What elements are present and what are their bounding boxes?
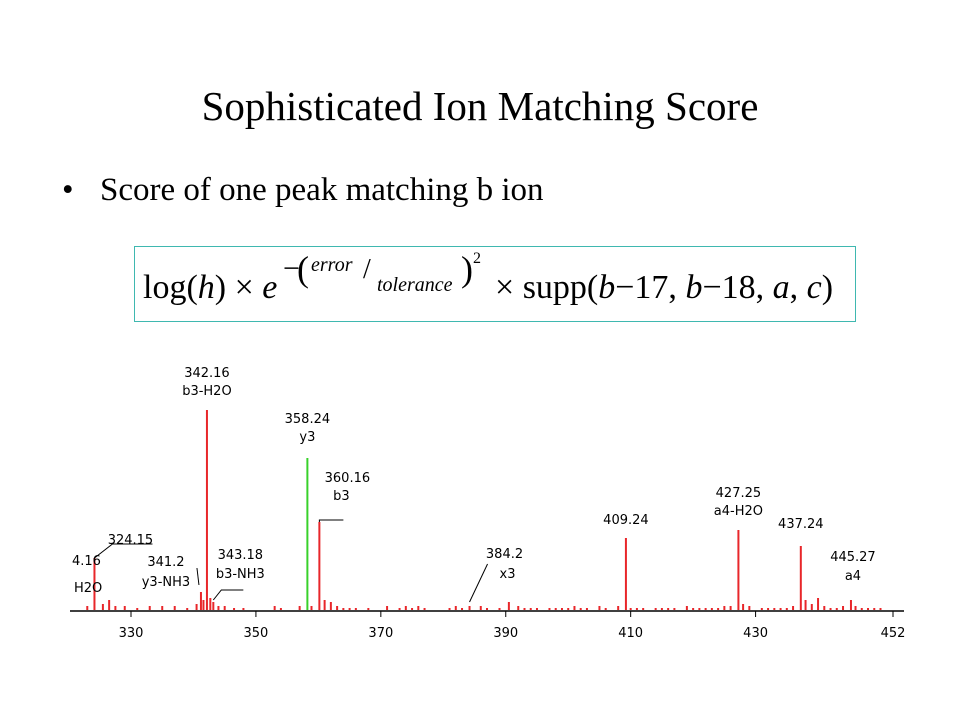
formula-square: 2 (473, 250, 481, 267)
ion-label: a4 (845, 569, 861, 584)
ion-label: b3 (333, 489, 350, 504)
ion-label: a4-H2O (714, 504, 763, 519)
formula-open-paren: ( (297, 249, 309, 289)
ion-label: y3 (299, 430, 315, 445)
x-tick-label: 410 (618, 626, 643, 641)
ion-label: b3-H2O (182, 384, 232, 399)
formula-b2: b (685, 269, 703, 306)
formula-log-term: log(h) × e (143, 269, 277, 307)
edge-ion-label: H2O (74, 581, 102, 596)
peak-label: 342.16 (184, 366, 230, 381)
mass-spectrum-chart: 330 350 370 390 410 430 452 342.16 b3-H2O 358.24 y… (70, 366, 906, 641)
bullet-text: Score of one peak matching b ion (100, 172, 544, 208)
formula-c: c (806, 269, 822, 306)
formula-h: h (197, 269, 215, 306)
peak-label: 343.18 (218, 548, 264, 563)
peak-label: 427.25 (716, 486, 762, 501)
x-tick-label: 330 (119, 626, 144, 641)
formula-supp: supp( (522, 269, 599, 306)
formula-comma: , (789, 269, 807, 306)
formula-b1: b (598, 269, 616, 306)
formula-minus: − (283, 252, 300, 285)
ion-label: b3-NH3 (216, 567, 265, 582)
peak-label: 409.24 (603, 513, 649, 528)
ion-label: x3 (500, 567, 516, 582)
x-tick-label: 350 (244, 626, 269, 641)
ion-label: y3-NH3 (142, 575, 190, 590)
leader-line (469, 563, 488, 603)
formula-tolerance: tolerance (377, 274, 453, 296)
formula-close-paren: ) (461, 249, 473, 289)
formula-supp-term: × supp(b−17, b−18, a, c) (495, 269, 833, 307)
formula-times-1: × (234, 269, 254, 306)
leader-line (212, 589, 244, 601)
peak-label: 360.16 (325, 471, 371, 486)
peak-label: 384.2 (486, 547, 523, 562)
edge-peak-label: 4.16 (72, 554, 101, 569)
x-tick-label: 452 (881, 626, 906, 641)
formula-minus17: −17, (615, 269, 686, 306)
score-formula: log(h) × e − ( error / tolerance ) 2 × s… (134, 246, 856, 322)
formula-a: a (772, 269, 790, 306)
peak-label: 437.24 (778, 517, 824, 532)
peak-label: 341.2 (147, 555, 184, 570)
x-tick-label: 390 (493, 626, 518, 641)
peak-label: 445.27 (830, 550, 876, 565)
slide-title: Sophisticated Ion Matching Score (201, 83, 759, 129)
leader-line (94, 543, 153, 559)
bullet-item: • Score of one peak matching b ion (62, 172, 544, 209)
bullet-dot: • (62, 172, 74, 208)
leader-line (318, 519, 344, 522)
x-tick-label: 370 (368, 626, 393, 641)
formula-slash: / (363, 254, 371, 285)
formula-close: ) (821, 269, 834, 306)
formula-log-close: ) (214, 269, 227, 306)
formula-times-2: × (495, 269, 515, 306)
x-tick-label: 430 (743, 626, 768, 641)
leader-line (196, 567, 200, 586)
formula-error: error (311, 254, 353, 276)
formula-log: log( (143, 269, 198, 306)
peak-label: 358.24 (285, 412, 331, 427)
peak-label: 324.15 (108, 533, 154, 548)
formula-minus18: −18, (702, 269, 773, 306)
formula-e: e (262, 269, 278, 306)
